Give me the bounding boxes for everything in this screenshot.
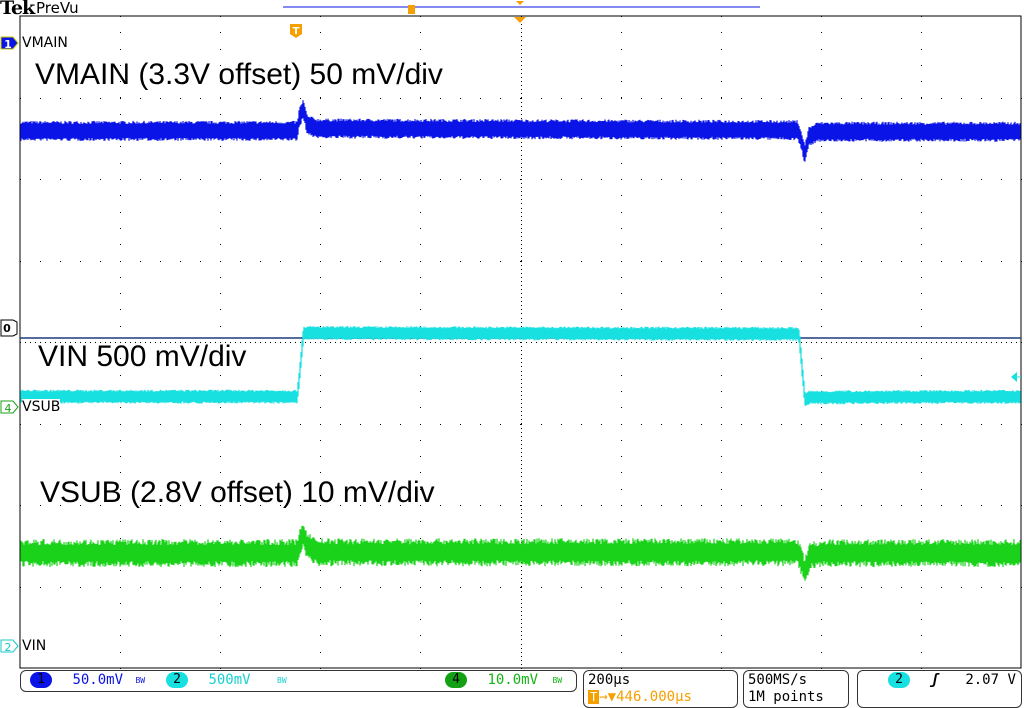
ch2-marker[interactable]: 2 (0, 639, 19, 654)
ch1-badge: 1 (30, 672, 52, 688)
ch4-marker[interactable]: 4 (0, 400, 19, 415)
ch1-scale: 50.0mV (72, 672, 124, 688)
record-length: 1M points (748, 689, 824, 705)
ch1-readout[interactable]: 1 50.0mV BW (30, 672, 145, 688)
trigger-level-arrow-icon[interactable] (1011, 372, 1017, 382)
trigger-level: 2.07 V (965, 672, 1016, 688)
trace-vsub (20, 525, 1021, 581)
trigger-panel[interactable]: 2 ʃ 2.07 V (857, 670, 1022, 708)
trigger-position-marker[interactable]: T (290, 24, 302, 38)
record-trigger-marker (408, 5, 415, 14)
ch1-label: VMAIN (22, 35, 68, 51)
ref-zero-marker[interactable]: 0 (0, 319, 18, 337)
ch4-label: VSUB (22, 399, 61, 415)
svg-text:2: 2 (5, 641, 12, 654)
svg-text:4: 4 (5, 402, 12, 415)
horizontal-position-value: →▼446.000µs (599, 689, 692, 705)
ch1-bw-limit: BW (135, 675, 146, 685)
ch2-bw-limit: BW (277, 675, 287, 685)
waveform-traces (20, 100, 1021, 581)
sample-rate: 500MS/s (748, 672, 808, 688)
horizontal-position-marker (514, 17, 526, 23)
timebase-panel[interactable]: 200µs T →▼446.000µs (583, 670, 738, 708)
trace-vmain (20, 100, 1021, 162)
ch2-badge: 2 (166, 672, 188, 688)
ch4-scale: 10.0mV (487, 672, 539, 688)
graticule (19, 15, 1022, 669)
record-position-triangle (516, 1, 524, 5)
ch1-marker[interactable]: 1 (0, 36, 19, 51)
trigger-source-badge: 2 (888, 672, 910, 688)
ch4-bw-limit: BW (552, 675, 563, 685)
trigger-badge: T (588, 690, 600, 704)
graticule-dots (20, 16, 1022, 669)
trigger-slope-rising-icon: ʃ (930, 672, 939, 688)
svg-text:0: 0 (3, 322, 11, 335)
ch4-badge: 4 (445, 672, 467, 688)
timebase-scale: 200µs (588, 672, 631, 688)
brand-logo: Tek (0, 0, 35, 19)
annotation-vsub: VSUB (2.8V offset) 10 mV/div (40, 476, 435, 509)
svg-text:T: T (293, 26, 300, 37)
ch2-readout[interactable]: 2 500mV BW (166, 672, 287, 688)
horizontal-position: T →▼446.000µs (588, 689, 692, 705)
annotation-vmain: VMAIN (3.3V offset) 50 mV/div (35, 58, 443, 91)
svg-text:1: 1 (4, 38, 12, 51)
channel-readout-panel: 1 50.0mV BW 2 500mV BW 4 10.0mV BW (20, 670, 577, 692)
ch2-label: VIN (22, 638, 47, 654)
acquisition-panel[interactable]: 500MS/s 1M points (743, 670, 849, 708)
acquisition-mode: PreVu (36, 0, 79, 17)
trace-vin (20, 326, 1021, 406)
ch4-readout[interactable]: 4 10.0mV BW (445, 672, 562, 688)
ch2-scale: 500mV (208, 672, 251, 688)
annotation-vin: VIN 500 mV/div (38, 340, 247, 373)
